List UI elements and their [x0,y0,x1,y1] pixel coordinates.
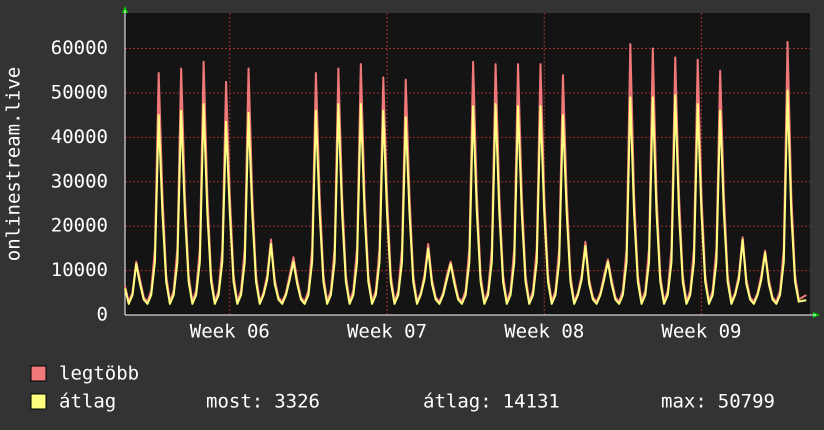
axis-arrow [813,312,820,318]
x-tick-label: Week 09 [661,321,741,343]
stat-value: 50799 [718,391,775,413]
y-tick-label: 20000 [51,215,108,237]
legend-label: legtöbb [59,363,139,385]
stat-value: 14131 [503,391,560,413]
stat-label: max: [661,391,707,413]
y-tick-label: 0 [97,304,108,326]
axis-arrow [122,6,128,13]
x-tick-label: Week 07 [347,321,427,343]
stat-label: átlag: [423,391,492,413]
legend-label: átlag [59,391,116,413]
stat-label: most: [206,391,263,413]
y-tick-label: 50000 [51,81,108,103]
series-line [124,89,807,305]
x-tick-label: Week 08 [504,321,584,343]
y-tick-label: 40000 [51,126,108,148]
y-axis-label: onlinestream.live [3,67,25,261]
legend-swatch [30,365,47,382]
y-tick-label: 30000 [51,170,108,192]
y-tick-label: 10000 [51,259,108,281]
stat-value: 3326 [274,391,320,413]
x-tick-label: Week 06 [190,321,270,343]
y-tick-label: 60000 [51,37,108,59]
legend-swatch [30,393,47,410]
